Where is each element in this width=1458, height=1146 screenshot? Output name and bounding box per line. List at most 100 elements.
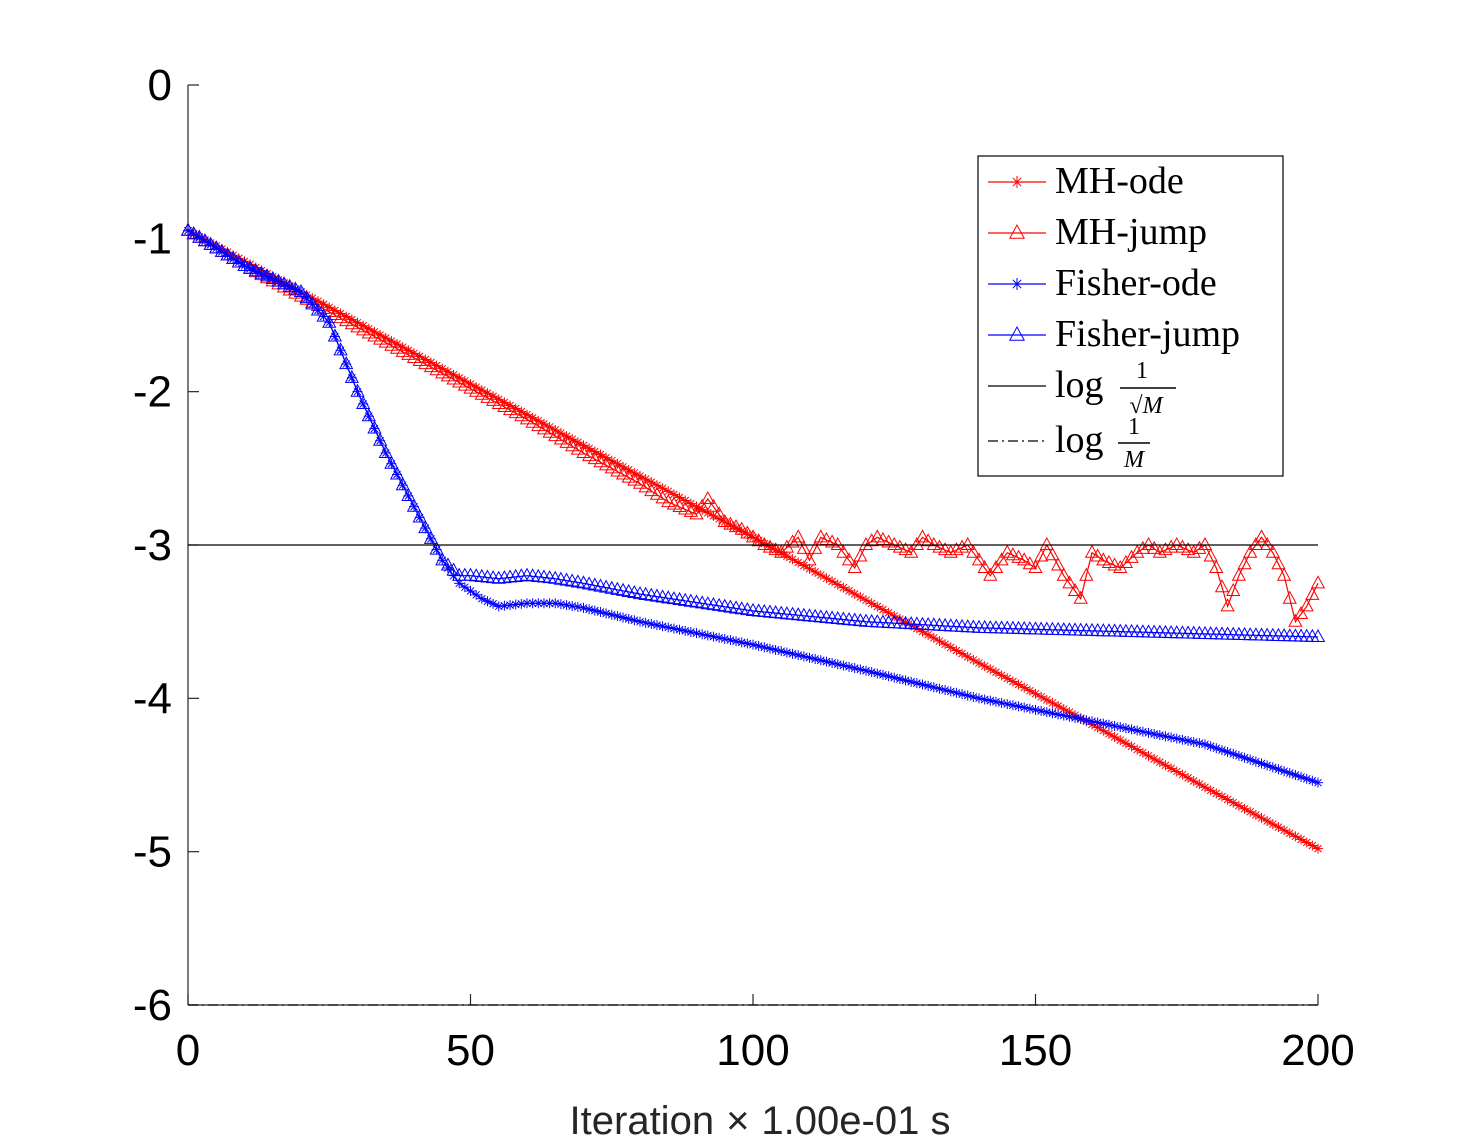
star-marker [1166,763,1177,774]
star-marker [872,668,883,679]
triangle-marker [1096,552,1111,566]
triangle-marker [220,247,235,261]
star-marker [618,612,629,623]
star-marker [516,598,527,609]
triangle-marker [1220,598,1235,612]
triangle-marker [582,448,597,462]
triangle-marker [525,414,540,428]
triangle-marker [514,408,529,422]
star-marker [1171,766,1182,777]
triangle-marker [898,542,913,556]
triangle-marker [361,408,376,422]
triangle-marker [1141,536,1156,551]
star-marker [1205,785,1216,796]
triangle-marker [1130,544,1145,558]
star-marker [787,554,798,565]
star-marker [697,504,708,515]
triangle-marker [983,567,998,581]
star-marker [838,660,849,671]
star-marker [1250,809,1261,820]
star-marker [1126,741,1137,752]
triangle-marker [1282,590,1297,604]
legend-label-fisher-ode: Fisher-ode [1055,262,1217,304]
triangle-marker [768,542,783,556]
triangle-marker [418,356,433,370]
triangle-marker [887,536,902,551]
star-marker [883,607,894,618]
star-marker [493,601,504,612]
triangle-marker [248,263,263,277]
triangle-marker [452,374,467,388]
triangle-marker [384,455,399,469]
triangle-marker [372,432,388,446]
y-tick-label: -3 [133,521,172,570]
triangle-marker [1113,559,1128,574]
triangle-marker [339,356,354,370]
star-marker [629,615,640,626]
triangle-marker [1147,540,1162,554]
star-marker [877,604,888,615]
triangle-marker [994,552,1009,566]
triangle-marker [502,569,518,583]
triangle-marker [559,434,574,448]
triangle-marker [570,441,585,455]
star-marker [578,602,589,613]
triangle-marker [954,539,970,553]
triangle-marker [1008,325,1026,341]
triangle-marker [1243,544,1258,558]
triangle-marker [689,506,704,520]
star-marker [1239,803,1250,814]
triangle-marker [1090,548,1105,562]
triangle-marker [1084,544,1100,558]
y-tick-label: -4 [133,674,172,723]
triangle-marker [299,290,314,304]
star-marker [589,605,600,616]
star-marker [962,651,973,662]
star-marker [1132,744,1143,755]
star-marker [1183,772,1194,783]
triangle-marker [824,534,840,548]
triangle-marker [1135,540,1150,554]
star-marker [793,557,804,568]
triangle-marker [610,463,625,477]
star-marker [1002,673,1013,684]
triangle-marker [401,346,416,360]
triangle-marker [734,521,749,535]
triangle-marker [1034,548,1049,562]
star-marker [951,687,962,698]
star-marker [1245,806,1256,817]
triangle-marker [728,519,744,533]
triangle-marker [847,559,862,574]
star-marker [872,601,883,612]
plot-area [180,222,1326,1006]
triangle-marker [401,487,416,501]
triangle-marker [1209,559,1224,574]
star-marker [945,686,956,697]
triangle-marker [1101,554,1117,568]
triangle-marker [418,520,433,534]
star-marker [646,477,657,488]
triangle-marker [1276,567,1292,581]
triangle-marker [305,296,320,310]
triangle-marker [226,250,241,264]
triangle-marker [892,539,908,553]
triangle-marker [356,395,371,409]
star-marker [940,685,951,696]
star-marker [685,498,696,509]
triangle-marker [395,477,410,491]
triangle-marker [915,529,930,543]
triangle-marker [446,371,461,385]
y-tick-label: -1 [133,214,172,263]
triangle-marker [864,533,879,547]
triangle-marker [536,421,552,435]
star-marker [1194,779,1205,790]
triangle-marker [740,525,755,539]
triangle-marker [1073,590,1088,604]
star-marker [804,563,815,574]
star-marker [1013,679,1024,690]
triangle-marker [672,498,687,513]
triangle-marker [457,377,472,391]
triangle-marker [808,540,823,554]
triangle-marker [1067,582,1083,597]
